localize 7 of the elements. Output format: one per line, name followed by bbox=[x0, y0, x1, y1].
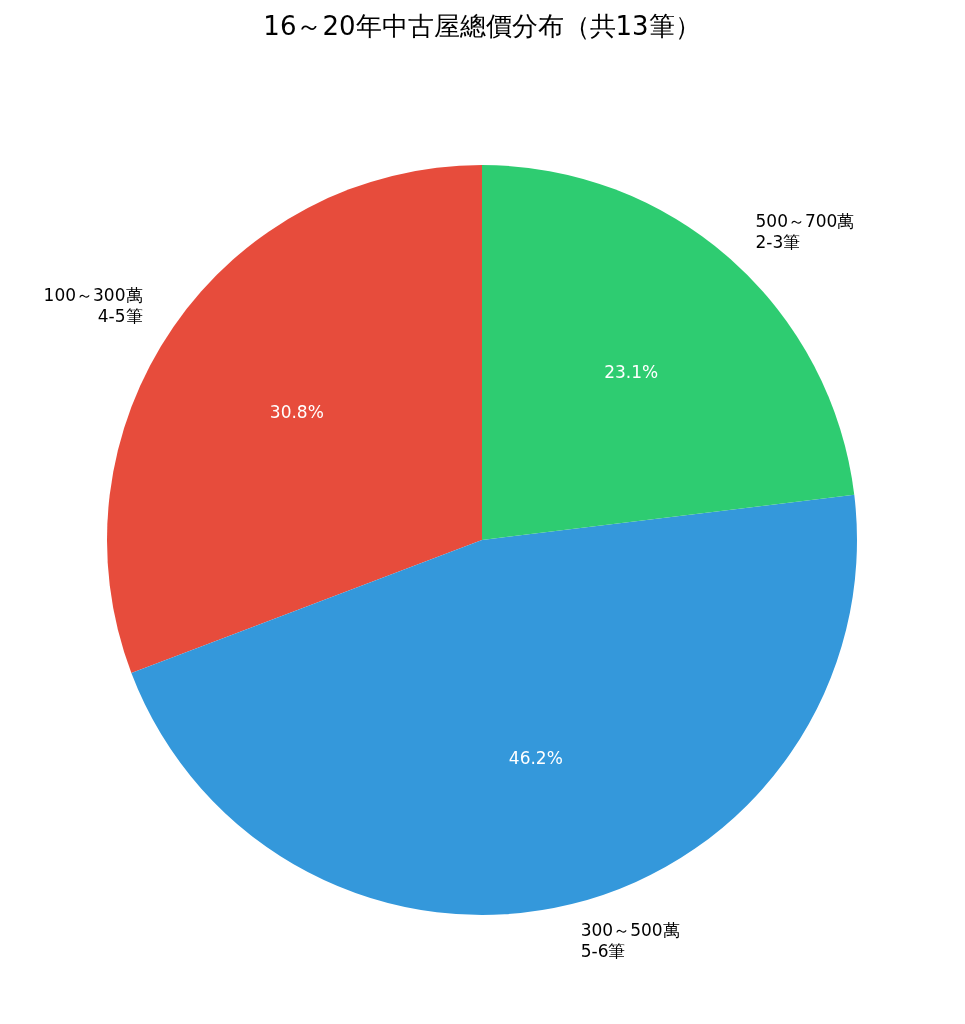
slice-label: 300～500萬 5-6筆 bbox=[580, 920, 680, 962]
chart-title: 16～20年中古屋總價分布（共13筆） bbox=[263, 11, 701, 41]
data-label: 23.1% bbox=[604, 361, 659, 382]
data-label: 46.2% bbox=[508, 748, 563, 769]
slice-label: 100～300萬 4-5筆 bbox=[43, 285, 143, 327]
slice-label: 500～700萬 2-3筆 bbox=[755, 210, 855, 252]
data-label: 30.8% bbox=[269, 402, 324, 423]
